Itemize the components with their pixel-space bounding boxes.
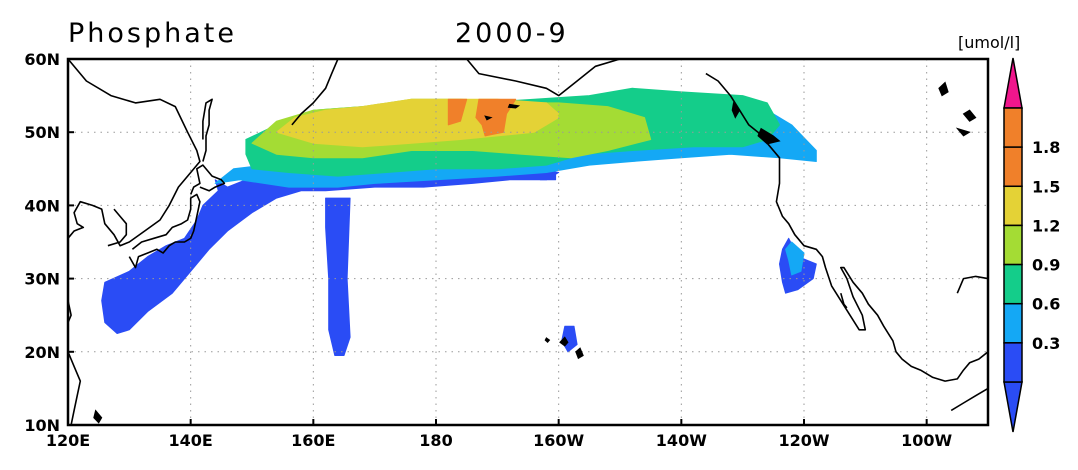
coastline-segment-11 (950, 387, 988, 412)
colorbar-box-6 (1003, 342, 1023, 383)
y-tick-label-40N: 40N (24, 196, 60, 215)
colorbar-label-1.5: 1.5 (1032, 177, 1060, 196)
x-tick-label-140E: 140E (169, 431, 213, 450)
colorbar-box-3 (1003, 224, 1023, 266)
colorbar-above-triangle (1003, 57, 1023, 109)
coastline-segment-12 (956, 275, 988, 294)
phosphate-fields (101, 87, 817, 356)
island-4 (484, 115, 493, 121)
island-1 (575, 347, 584, 360)
colorbar-label-0.3: 0.3 (1032, 334, 1060, 353)
colorbar-label-1.8: 1.8 (1032, 138, 1060, 157)
x-tick-label-160W: 160W (533, 431, 584, 450)
colorbar-box-2 (1003, 185, 1023, 227)
island-9 (955, 127, 971, 137)
map-frame (66, 57, 990, 427)
x-tick-label-120W: 120W (778, 431, 829, 450)
field-0.3-region-1 (325, 197, 351, 356)
field-1.8-region-1 (475, 98, 517, 137)
island-7 (938, 81, 949, 97)
field-0.6-region-1 (785, 241, 805, 276)
coastline-segment-5 (189, 164, 226, 195)
colorbar-label-0.6: 0.6 (1032, 295, 1060, 314)
island-2 (544, 337, 551, 344)
colorbar-units: [umol/l] (958, 33, 1020, 52)
island-8 (962, 109, 977, 122)
coastline-segment-6 (202, 98, 213, 162)
field-1.5-region-1 (521, 102, 560, 126)
coastline-segment-4 (128, 193, 201, 269)
colorbar: 1.8 1.5 1.2 0.9 0.6 0.3 (1003, 57, 1060, 433)
y-tick-label-20N: 20N (24, 343, 60, 362)
colorbar-box-1 (1003, 146, 1023, 188)
map-gridlines (68, 59, 988, 425)
map-title-variable: Phosphate (68, 18, 237, 49)
x-tick-label-160E: 160E (291, 431, 335, 450)
island-3 (507, 103, 521, 109)
coastline-segment-9 (705, 72, 988, 382)
coastline-segment-7 (291, 59, 339, 126)
island-5 (731, 101, 741, 119)
coastline-segment-10 (840, 292, 848, 309)
colorbar-label-0.9: 0.9 (1032, 256, 1060, 275)
coastline-segment-2 (68, 351, 82, 425)
coastline-segment-1 (68, 300, 72, 330)
x-tick-label-180: 180 (419, 431, 452, 450)
coastline-segment-0 (68, 59, 201, 247)
field-0.3-region-4 (539, 172, 557, 181)
island-6 (757, 127, 781, 145)
longitude-axis: 120E 140E 160E 180 160W 140W 120W 100W (46, 419, 953, 450)
colorbar-box-4 (1003, 263, 1023, 305)
latitude-axis: 10N 20N 30N 40N 50N 60N (24, 50, 74, 435)
y-tick-label-10N: 10N (24, 416, 60, 435)
colorbar-label-1.2: 1.2 (1032, 216, 1060, 235)
map-title-date: 2000-9 (455, 18, 569, 49)
y-tick-label-50N: 50N (24, 123, 60, 142)
coastlines (68, 59, 988, 425)
colorbar-box-5 (1003, 302, 1023, 344)
field-1.8-region-0 (447, 98, 468, 126)
island-0 (559, 336, 569, 347)
x-tick-label-100W: 100W (901, 431, 952, 450)
island-10 (93, 409, 103, 424)
y-tick-label-60N: 60N (24, 50, 60, 69)
colorbar-below-triangle (1003, 381, 1023, 433)
map-panel: 120E 140E 160E 180 160W 140W 120W 100W 10N 20N 30… (24, 50, 990, 450)
x-tick-label-140W: 140W (656, 431, 707, 450)
colorbar-box-0 (1003, 107, 1023, 148)
x-tick-label-120E: 120E (46, 431, 90, 450)
coastline-segment-8 (466, 59, 621, 97)
coastline-segment-3 (107, 208, 128, 247)
y-tick-label-30N: 30N (24, 270, 60, 289)
